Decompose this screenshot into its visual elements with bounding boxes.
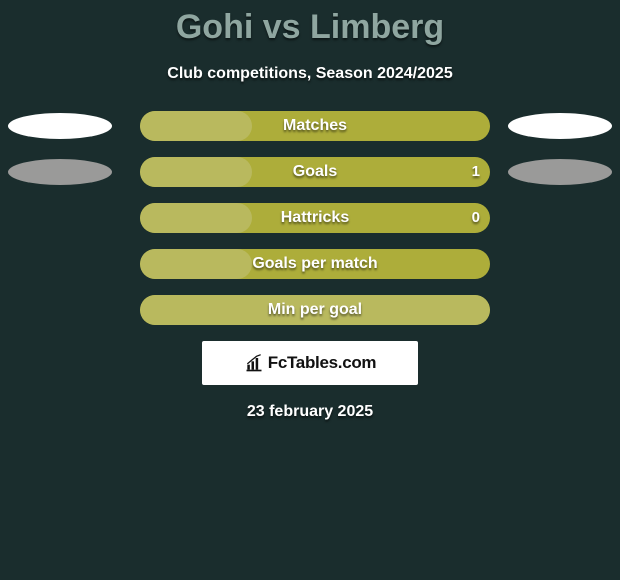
right-ellipse [508,159,612,185]
left-ellipse [8,113,112,139]
bar-track [140,111,490,141]
stat-row: 1Goals [0,157,620,187]
date-line: 23 february 2025 [0,403,620,421]
logo-box: FcTables.com [202,341,418,385]
logo-text: FcTables.com [268,353,377,373]
bar-fill [140,203,252,233]
bar-fill [140,111,252,141]
left-ellipse [8,159,112,185]
bar-track: 0 [140,203,490,233]
page-subtitle: Club competitions, Season 2024/2025 [0,65,620,83]
stat-row: Goals per match [0,249,620,279]
bar-track [140,295,490,325]
bar-track: 1 [140,157,490,187]
stat-row: Min per goal [0,295,620,325]
barchart-icon [244,353,264,373]
stat-row: 0Hattricks [0,203,620,233]
bar-value: 1 [472,157,480,187]
right-ellipse [508,113,612,139]
bar-value: 0 [472,203,480,233]
bar-fill [140,249,252,279]
bar-fill [140,295,490,325]
stat-row: Matches [0,111,620,141]
bar-fill [140,157,252,187]
bar-track [140,249,490,279]
comparison-chart: Matches 1Goals 0Hattricks Goals per match Mi… [0,111,620,325]
page-title: Gohi vs Limberg [0,0,620,47]
